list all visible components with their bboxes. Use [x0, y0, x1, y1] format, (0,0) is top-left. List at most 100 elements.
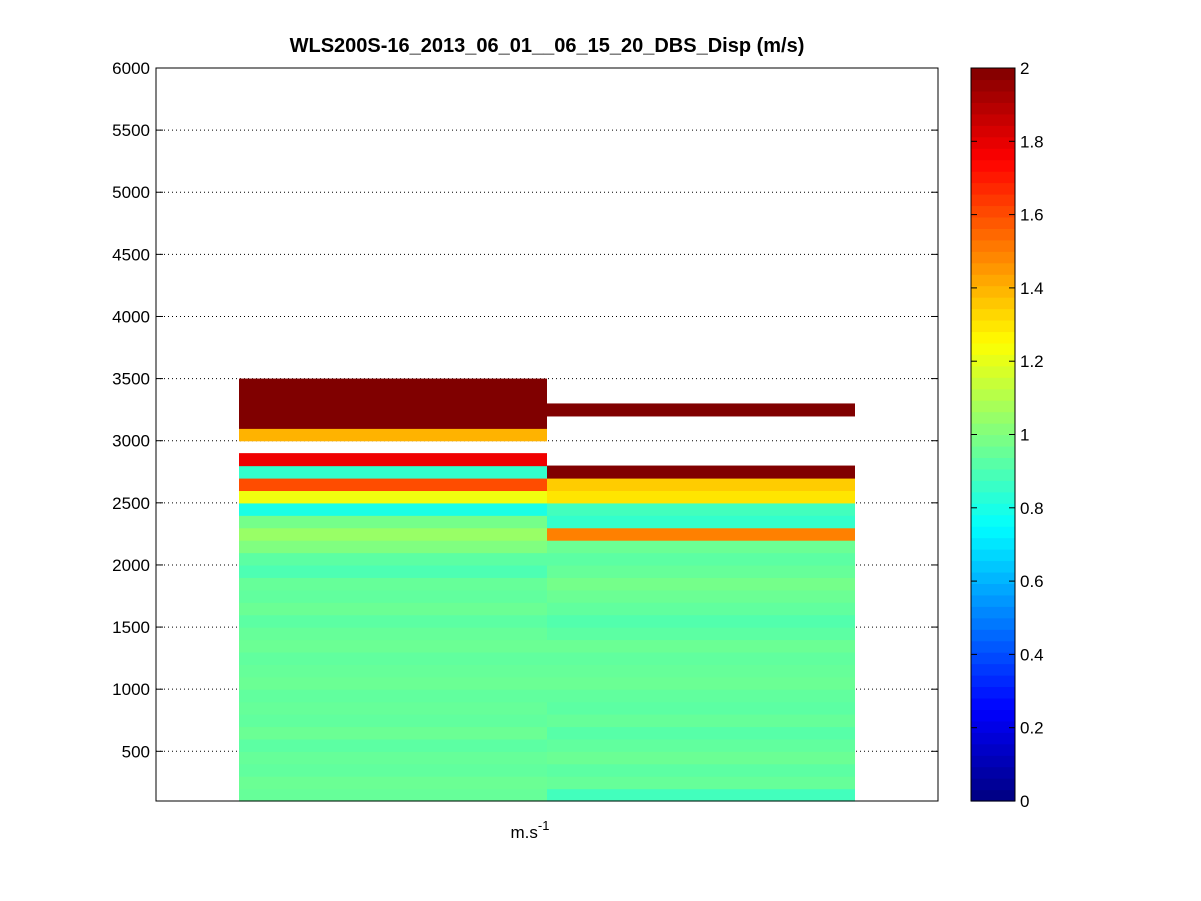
colorbar-band: [971, 239, 1015, 252]
colorbar-band: [971, 125, 1015, 138]
colorbar-band: [971, 102, 1015, 115]
colorbar-band: [971, 319, 1015, 333]
y-tick-label: 1000: [112, 680, 150, 699]
heatmap-cell: [547, 403, 855, 417]
y-tick-label: 500: [122, 742, 150, 761]
colorbar-band: [971, 308, 1015, 321]
colorbar-band: [971, 697, 1015, 710]
colorbar-band: [971, 285, 1015, 298]
heatmap-cell: [547, 664, 855, 678]
y-tick-label: 3000: [112, 432, 150, 451]
colorbar-band: [971, 354, 1015, 367]
y-tick-label: 1500: [112, 618, 150, 637]
heatmap-cell: [239, 453, 547, 467]
colorbar-tick-label: 1.6: [1020, 206, 1044, 225]
colorbar-band: [971, 743, 1015, 756]
colorbar-band: [971, 755, 1015, 768]
heatmap-cell: [239, 540, 547, 554]
colorbar-band: [971, 216, 1015, 229]
colorbar-band: [971, 549, 1015, 562]
colorbar-band: [971, 445, 1015, 459]
heatmap-cell: [547, 564, 855, 578]
x-axis-label: m.s-1: [511, 818, 550, 842]
heatmap-cell: [547, 738, 855, 752]
heatmap-cell: [239, 552, 547, 566]
colorbar-tick-label: 0.2: [1020, 719, 1044, 738]
heatmap-cell: [547, 614, 855, 628]
heatmap-cell: [239, 403, 547, 417]
heatmap-cell: [547, 465, 855, 479]
colorbar-band: [971, 766, 1015, 779]
heatmap-cell: [547, 689, 855, 703]
colorbar-tick-label: 1.8: [1020, 132, 1044, 151]
colorbar-band: [971, 262, 1015, 275]
y-tick-label: 3500: [112, 370, 150, 389]
heatmap-cell: [547, 627, 855, 641]
plot-area: 500 1000 1500 2000 2500 3000 3500 4000 4500 5000 5…: [112, 59, 939, 802]
heatmap-cell: [239, 602, 547, 616]
heatmap-cell: [239, 477, 547, 492]
y-tick-label: 2000: [112, 556, 150, 575]
colorbar-band: [971, 400, 1015, 413]
colorbar-band: [971, 411, 1015, 424]
colorbar-band: [971, 388, 1015, 401]
colorbar-band: [971, 148, 1015, 161]
colorbar-band: [971, 480, 1015, 493]
heatmap-cell: [239, 515, 547, 529]
heatmap-cell: [239, 763, 547, 777]
colorbar-band: [971, 537, 1015, 550]
heatmap-cell: [547, 540, 855, 554]
colorbar-tick-label: 0.4: [1020, 645, 1044, 664]
colorbar-band: [971, 182, 1015, 195]
heatmap-cell: [239, 465, 547, 479]
heatmap-cell: [239, 415, 547, 429]
colorbar-band: [971, 617, 1015, 630]
heatmap-cell: [239, 378, 547, 392]
y-tick-label: 4500: [112, 245, 150, 264]
colorbar-band: [971, 423, 1015, 436]
heatmap-cell: [239, 689, 547, 703]
y-tick-label: 5000: [112, 183, 150, 202]
plot-frame: [155, 67, 939, 802]
heatmap-cell: [547, 502, 855, 516]
colorbar-band: [971, 468, 1015, 481]
colorbar-band: [971, 68, 1015, 81]
colorbar-band: [971, 606, 1015, 619]
y-tick-label: 6000: [112, 59, 150, 78]
colorbar-band: [971, 594, 1015, 607]
colorbar-band: [971, 113, 1015, 126]
colorbar-band: [971, 709, 1015, 722]
colorbar-ticks: 0 0.2 0.4 0.6 0.8 1 1.2 1.4 1.6 1.8 2: [971, 59, 1044, 811]
colorbar-band: [971, 526, 1015, 539]
y-tick-label: 5500: [112, 121, 150, 140]
colorbar: 0 0.2 0.4 0.6 0.8 1 1.2 1.4 1.6 1.8 2: [970, 59, 1044, 811]
heatmap-cell: [239, 391, 547, 405]
heatmap-cell: [239, 651, 547, 665]
heatmap-cell: [547, 776, 855, 790]
heatmap-cell: [547, 602, 855, 616]
colorbar-band: [971, 434, 1015, 447]
heatmap-cell: [239, 502, 547, 516]
heatmap-cell: [239, 627, 547, 641]
colorbar-band: [971, 171, 1015, 184]
colorbar-band: [971, 560, 1015, 573]
colorbar-band: [971, 159, 1015, 172]
heatmap-cell: [547, 714, 855, 728]
colorbar-tick-label: 0.8: [1020, 499, 1044, 518]
colorbar-band: [971, 331, 1015, 344]
colorbar-tick-label: 0.6: [1020, 572, 1044, 591]
colorbar-band: [971, 503, 1015, 516]
heatmap-cell: [547, 589, 855, 603]
colorbar-band: [971, 491, 1015, 504]
heatmap-cell: [239, 726, 547, 740]
x-axis-label-base: m.s: [511, 823, 538, 842]
heatmap-cell: [547, 701, 855, 715]
heatmap-cell: [547, 726, 855, 740]
heatmap-cell: [547, 527, 855, 541]
heatmap-cell: [239, 527, 547, 541]
heatmap-cell: [239, 564, 547, 578]
colorbar-band: [971, 228, 1015, 241]
colorbar-band: [971, 652, 1015, 665]
heatmap-cell: [547, 651, 855, 665]
